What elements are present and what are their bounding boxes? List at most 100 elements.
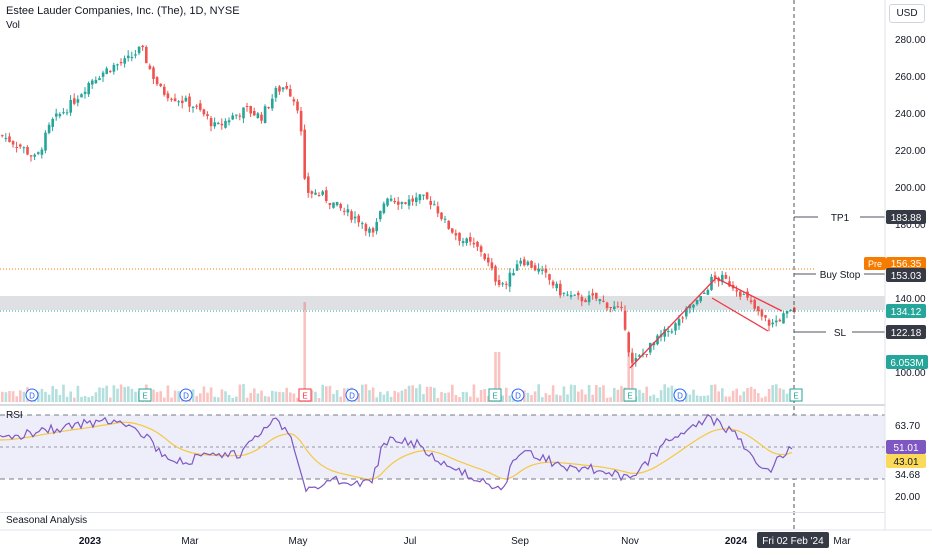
seasonal-analysis-panel[interactable]: Seasonal Analysis [0,512,885,528]
candle-body [418,194,422,201]
volume-bar [163,397,166,402]
volume-bar [400,390,404,402]
candle-body [256,113,260,119]
candle-body [238,115,242,117]
volume-bar [746,387,749,402]
dividend-marker[interactable]: D [345,388,359,402]
candle-body [663,329,666,337]
candle-body [775,320,778,323]
dividend-marker[interactable]: D [25,388,39,402]
volume-bar [706,395,710,402]
volume-bar [51,385,54,402]
dividend-marker[interactable]: D [673,388,687,402]
earnings-marker[interactable]: E [789,388,803,402]
currency-button[interactable]: USD [889,4,925,23]
dividend-marker[interactable]: D [511,388,525,402]
volume-bar [724,396,728,402]
dividend-marker[interactable]: D [179,388,193,402]
volume-bar [530,395,533,402]
volume-legend[interactable]: Vol [6,20,20,31]
volume-bar [620,386,623,402]
volume-bar [130,388,134,402]
candle-body [217,122,220,124]
rsi-axis[interactable]: 63.70 34.68 20.00 [895,421,920,503]
time-tick: Sep [511,536,529,547]
candle-body [112,64,116,72]
earnings-marker[interactable]: E [623,388,637,402]
volume-bar [335,390,339,402]
candle-body [58,114,62,117]
candle-body [631,353,634,363]
buy-stop-badge [886,268,926,282]
candle-body [749,300,753,302]
candle-body [303,129,306,179]
candle-body [332,202,335,208]
candle-body [375,221,378,232]
candle-body [760,309,764,317]
candle-body [1,135,4,137]
volume-bar [469,396,472,402]
candle-body [487,257,490,263]
candle-body [577,292,580,296]
volume-bar [8,391,11,402]
candle-body [562,292,566,294]
candle-body [166,93,170,99]
crosshair-date-text: Fri 02 Feb '24 [762,536,824,547]
time-tick: 2023 [79,536,102,547]
time-axis[interactable]: 2023 Mar May Jul Sep Nov 2024 Mar [79,536,851,547]
rsi-tick: 34.68 [895,470,920,481]
earnings-marker[interactable]: E [488,388,502,402]
volume-bar [11,391,15,402]
time-tick: Mar [833,536,851,547]
volume-bar [753,389,756,402]
pre-value-text: 156.35 [891,259,922,270]
volume-bar [631,352,634,402]
volume-bar [544,393,548,402]
volume-bar [749,386,753,402]
volume-bar [357,393,360,402]
rsi-legend[interactable]: RSI [6,410,23,421]
volume-bar [418,384,422,402]
volume-bar [213,396,216,402]
candle-body [371,228,375,233]
volume-bar [595,385,598,402]
candle-body [206,114,209,117]
symbol-title[interactable]: Estee Lauder Companies, Inc. (The), 1D, … [6,5,240,17]
candle-body [735,290,738,292]
earnings-marker[interactable]: E [298,388,312,402]
candle-body [713,275,717,279]
candle-body [325,190,328,201]
candle-body [771,322,774,325]
volume-bar [645,386,648,402]
volume-bar [292,393,296,402]
volume-bar [116,388,119,402]
volume-bar [98,387,101,402]
volume-bar [325,386,328,402]
support-zone [0,296,885,310]
candle-body [505,283,508,285]
candle-body [145,46,148,64]
candle-body [361,223,364,225]
trend-channel[interactable] [629,277,783,369]
price-axis[interactable]: 280.00 260.00 240.00 220.00 200.00 180.0… [895,35,926,379]
candle-body [483,253,486,260]
candle-body [706,290,710,295]
candle-body [271,98,274,109]
volume-bar [415,388,418,402]
volume-bar [764,396,767,402]
volume-bar [155,392,159,402]
time-tick: May [289,536,308,547]
candle-body [134,54,137,56]
volume-bar [652,394,656,402]
candle-body [73,98,76,104]
time-tick: Jul [404,536,417,547]
candle-body [767,319,771,326]
candle-body [584,299,587,303]
earnings-marker[interactable]: E [138,388,152,402]
candle-body [778,319,782,322]
volume-bar [87,397,90,402]
volume-bar [785,393,789,402]
